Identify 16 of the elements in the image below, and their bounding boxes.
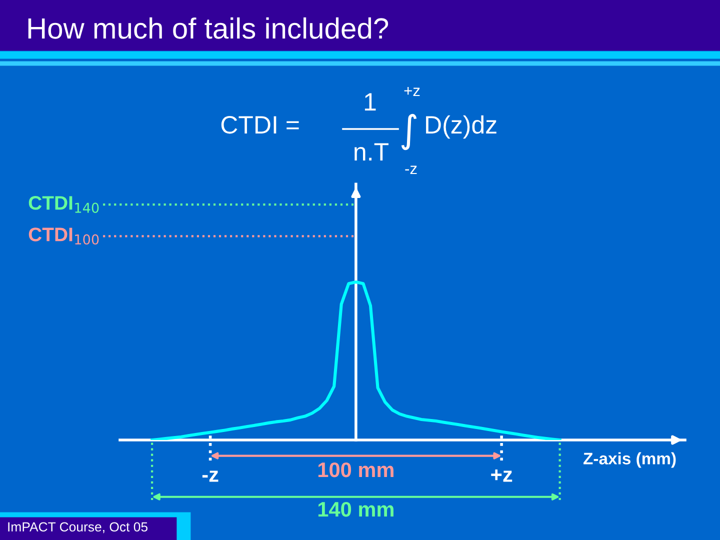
- ref-line-label: CTDI$_{140}$: [28, 196, 99, 213]
- text: 140 mm: [318, 502, 394, 517]
- text: +z: [491, 470, 512, 482]
- text: CTDI =: [221, 116, 299, 134]
- ref-line-label: CTDI$_{100}$: [28, 228, 99, 245]
- text: n.T: [354, 143, 388, 160]
- text: -z: [202, 470, 218, 482]
- text: 100 mm: [318, 462, 394, 478]
- text: ∫: [401, 114, 417, 150]
- text: ImPACT Course, Oct 05: [8, 522, 148, 534]
- text: Z-axis (mm): [583, 452, 676, 468]
- text: D(z)dz: [426, 115, 496, 139]
- text: 1: [364, 93, 376, 110]
- chart-title: How much of tails included?: [28, 17, 388, 39]
- text: +z: [404, 87, 420, 96]
- text: -z: [405, 166, 417, 174]
